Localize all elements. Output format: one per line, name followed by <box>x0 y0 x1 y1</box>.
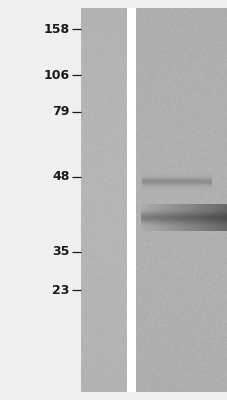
Text: 158: 158 <box>43 23 69 36</box>
Text: 48: 48 <box>52 170 69 184</box>
Text: 35: 35 <box>52 245 69 258</box>
Text: 23: 23 <box>52 284 69 297</box>
Text: 79: 79 <box>52 105 69 118</box>
FancyBboxPatch shape <box>126 8 135 392</box>
Text: 106: 106 <box>43 69 69 82</box>
